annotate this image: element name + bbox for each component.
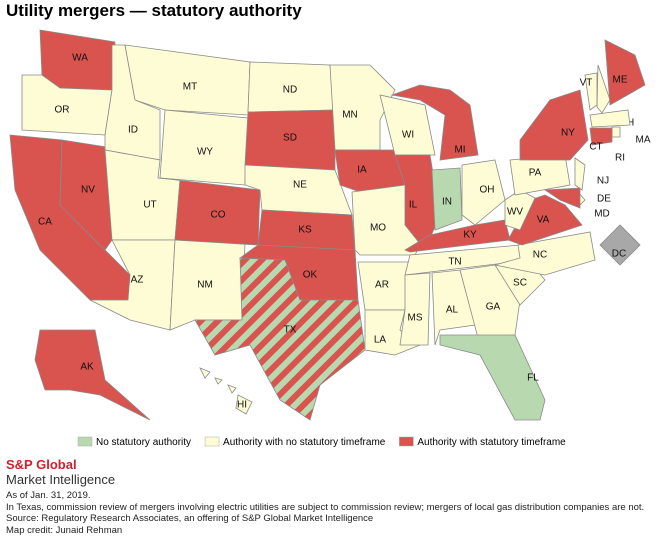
state-label: IL bbox=[409, 200, 418, 211]
state-label: TN bbox=[448, 257, 461, 268]
note: In Texas, commission review of mergers i… bbox=[6, 501, 645, 513]
legend-label: Authority with statutory timeframe bbox=[417, 437, 566, 448]
brand-sub: Market Intelligence bbox=[6, 472, 116, 487]
state-label: DE bbox=[597, 194, 611, 205]
state-shape bbox=[399, 272, 431, 346]
state-label: MI bbox=[454, 145, 465, 156]
state-label: OK bbox=[303, 270, 318, 281]
legend-label: No statutory authority bbox=[96, 437, 191, 448]
state-shape bbox=[599, 224, 641, 266]
state-label: OH bbox=[480, 185, 495, 196]
state-shape bbox=[431, 167, 463, 231]
state-shape bbox=[431, 269, 476, 346]
state-shape bbox=[214, 377, 223, 385]
state-shape bbox=[379, 94, 436, 156]
state-label: CA bbox=[38, 217, 52, 228]
state-shape bbox=[194, 257, 366, 421]
state-label: MO bbox=[370, 223, 386, 234]
state-shape bbox=[604, 39, 646, 106]
state-label: MA bbox=[636, 135, 651, 146]
footer: S&P Global Market Intelligence As of Jan… bbox=[6, 458, 656, 536]
state-label: CT bbox=[589, 142, 602, 153]
state-shape bbox=[334, 149, 406, 193]
state-label: AR bbox=[375, 280, 389, 291]
state-label: IA bbox=[357, 165, 367, 176]
state-label: NE bbox=[293, 180, 307, 191]
state-label: KY bbox=[463, 230, 477, 241]
state-label: GA bbox=[486, 302, 501, 313]
state-label: MD bbox=[594, 209, 610, 220]
state-shape bbox=[494, 231, 596, 276]
state-shape bbox=[519, 89, 589, 161]
state-label: ND bbox=[283, 85, 297, 96]
state-shape bbox=[574, 157, 586, 191]
state-shape bbox=[159, 177, 261, 246]
state-shape bbox=[589, 109, 631, 128]
state-shape bbox=[227, 384, 237, 394]
state-label: WV bbox=[507, 207, 523, 218]
state-label: KS bbox=[298, 225, 312, 236]
state-shape bbox=[124, 44, 251, 116]
legend-label: Authority with no statutory timeframe bbox=[223, 437, 386, 448]
state-label: TX bbox=[284, 325, 297, 336]
state-label: FL bbox=[527, 373, 539, 384]
state-shape bbox=[199, 367, 211, 379]
legend-swatch bbox=[204, 436, 220, 447]
state-label: NJ bbox=[597, 176, 609, 187]
state-label: HI bbox=[237, 400, 247, 411]
state-label: WI bbox=[402, 130, 414, 141]
state-label: SD bbox=[283, 133, 297, 144]
state-label: RI bbox=[615, 153, 625, 164]
map: Utility mergers — statutory authority WA… bbox=[6, 1, 651, 448]
note: As of Jan. 31, 2019. bbox=[6, 490, 91, 501]
state-shape bbox=[611, 126, 621, 138]
note: Source: Regulatory Research Associates, … bbox=[6, 513, 374, 524]
state-shape bbox=[439, 334, 546, 421]
state-label: WY bbox=[197, 147, 213, 158]
state-label: SC bbox=[513, 278, 527, 289]
state-label: AL bbox=[446, 305, 459, 316]
state-label: OR bbox=[55, 105, 70, 116]
state-label: WA bbox=[72, 53, 88, 64]
state-label: ME bbox=[613, 75, 628, 86]
state-shape bbox=[543, 187, 581, 209]
brand: S&P Global bbox=[6, 457, 77, 472]
legend-swatch bbox=[399, 436, 414, 447]
state-label: NV bbox=[81, 185, 95, 196]
state-label: MN bbox=[342, 110, 358, 121]
state-label: MS bbox=[408, 313, 423, 324]
state-label: LA bbox=[374, 335, 387, 346]
state-label: IN bbox=[442, 197, 452, 208]
state-shape bbox=[596, 64, 611, 114]
note: Map credit: Junaid Rehman bbox=[6, 524, 123, 536]
state-label: NC bbox=[533, 250, 547, 261]
state-shape bbox=[34, 329, 151, 421]
state-label: DC bbox=[612, 249, 626, 260]
state-shape bbox=[459, 264, 521, 339]
state-label: UT bbox=[143, 200, 156, 211]
state-shape bbox=[589, 127, 613, 146]
state-label: VT bbox=[580, 78, 593, 89]
state-label: AZ bbox=[131, 275, 144, 286]
state-shape bbox=[461, 159, 506, 226]
state-label: ID bbox=[128, 125, 138, 136]
title: Utility mergers — statutory authority bbox=[6, 1, 302, 20]
legend-swatch bbox=[77, 436, 93, 447]
state-label: CO bbox=[211, 210, 226, 221]
state-label: NM bbox=[197, 280, 213, 291]
state-label: PA bbox=[529, 168, 542, 179]
state-label: VA bbox=[537, 215, 550, 226]
state-shape bbox=[235, 394, 253, 415]
state-label: NY bbox=[561, 128, 575, 139]
state-label: MT bbox=[183, 82, 197, 93]
state-shape bbox=[390, 84, 479, 161]
state-label: AK bbox=[80, 362, 94, 373]
